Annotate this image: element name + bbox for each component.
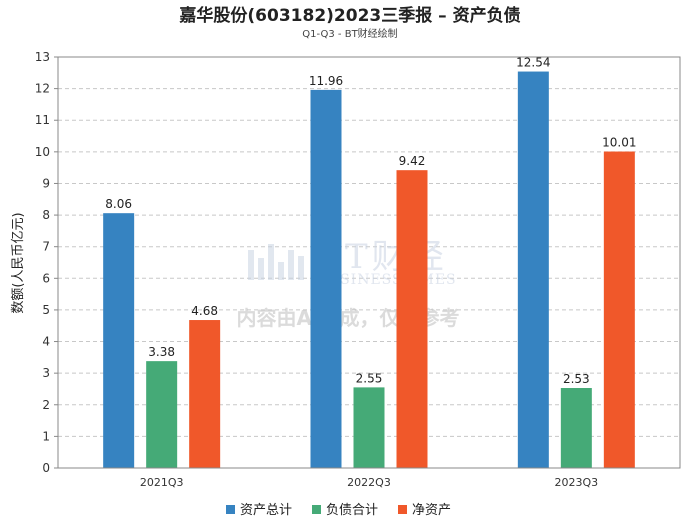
chart-title: 嘉华股份(603182)2023三季报 – 资产负债	[178, 5, 520, 26]
value-labels: 8.06 3.38 4.68 11.96 2.55 9.42 12.54 2.53 10.01	[105, 56, 636, 386]
bar	[517, 71, 549, 468]
bar	[310, 89, 342, 468]
bar-value-label: 10.01	[602, 136, 636, 150]
legend-swatch	[226, 505, 235, 514]
bar-value-label: 8.06	[105, 197, 132, 211]
legend-label: 净资产	[412, 503, 451, 518]
y-tick-label: 9	[42, 176, 50, 190]
bar	[603, 151, 635, 468]
y-tick-label: 0	[42, 461, 50, 475]
bars	[103, 71, 635, 468]
bar	[103, 213, 135, 468]
bar-value-label: 4.68	[191, 304, 218, 318]
x-tick-label: 2021Q3	[140, 476, 184, 489]
x-tick-label: 2023Q3	[555, 476, 599, 489]
bar	[189, 320, 221, 468]
y-tick-label: 12	[35, 82, 50, 96]
chart-subtitle: Q1-Q3 - BT财经绘制	[302, 27, 397, 40]
y-tick-label: 4	[42, 335, 50, 349]
y-tick-label: 2	[42, 398, 50, 412]
y-tick-label: 10	[35, 145, 50, 159]
x-axis-ticks: 2021Q3 2022Q3 2023Q3	[140, 476, 598, 489]
y-tick-label: 5	[42, 303, 50, 317]
bar-value-label: 11.96	[309, 74, 343, 88]
bar-value-label: 9.42	[399, 154, 426, 168]
y-tick-label: 1	[42, 429, 50, 443]
y-tick-label: 8	[42, 208, 50, 222]
bar	[396, 170, 428, 468]
watermark-logo-icon	[248, 244, 304, 280]
plot-frame	[57, 56, 681, 469]
x-tick-label: 2022Q3	[347, 476, 391, 489]
legend-swatch	[398, 505, 407, 514]
y-axis-label: 数额(人民币亿元)	[11, 212, 26, 313]
bar-value-label: 2.55	[356, 371, 383, 385]
legend-label: 负债合计	[326, 503, 378, 518]
bar	[560, 388, 592, 468]
bar	[146, 361, 178, 468]
bar-value-label: 12.54	[516, 56, 550, 70]
y-tick-label: 6	[42, 271, 50, 285]
legend: 资产总计 负债合计 净资产	[226, 503, 451, 518]
y-tick-label: 13	[35, 50, 50, 64]
bar	[353, 387, 385, 468]
bar-value-label: 2.53	[563, 372, 590, 386]
legend-swatch	[312, 505, 321, 514]
y-tick-label: 3	[42, 366, 50, 380]
legend-label: 资产总计	[240, 503, 292, 518]
y-tick-label: 7	[42, 240, 50, 254]
bar-value-label: 3.38	[148, 345, 175, 359]
y-tick-label: 11	[35, 113, 50, 127]
